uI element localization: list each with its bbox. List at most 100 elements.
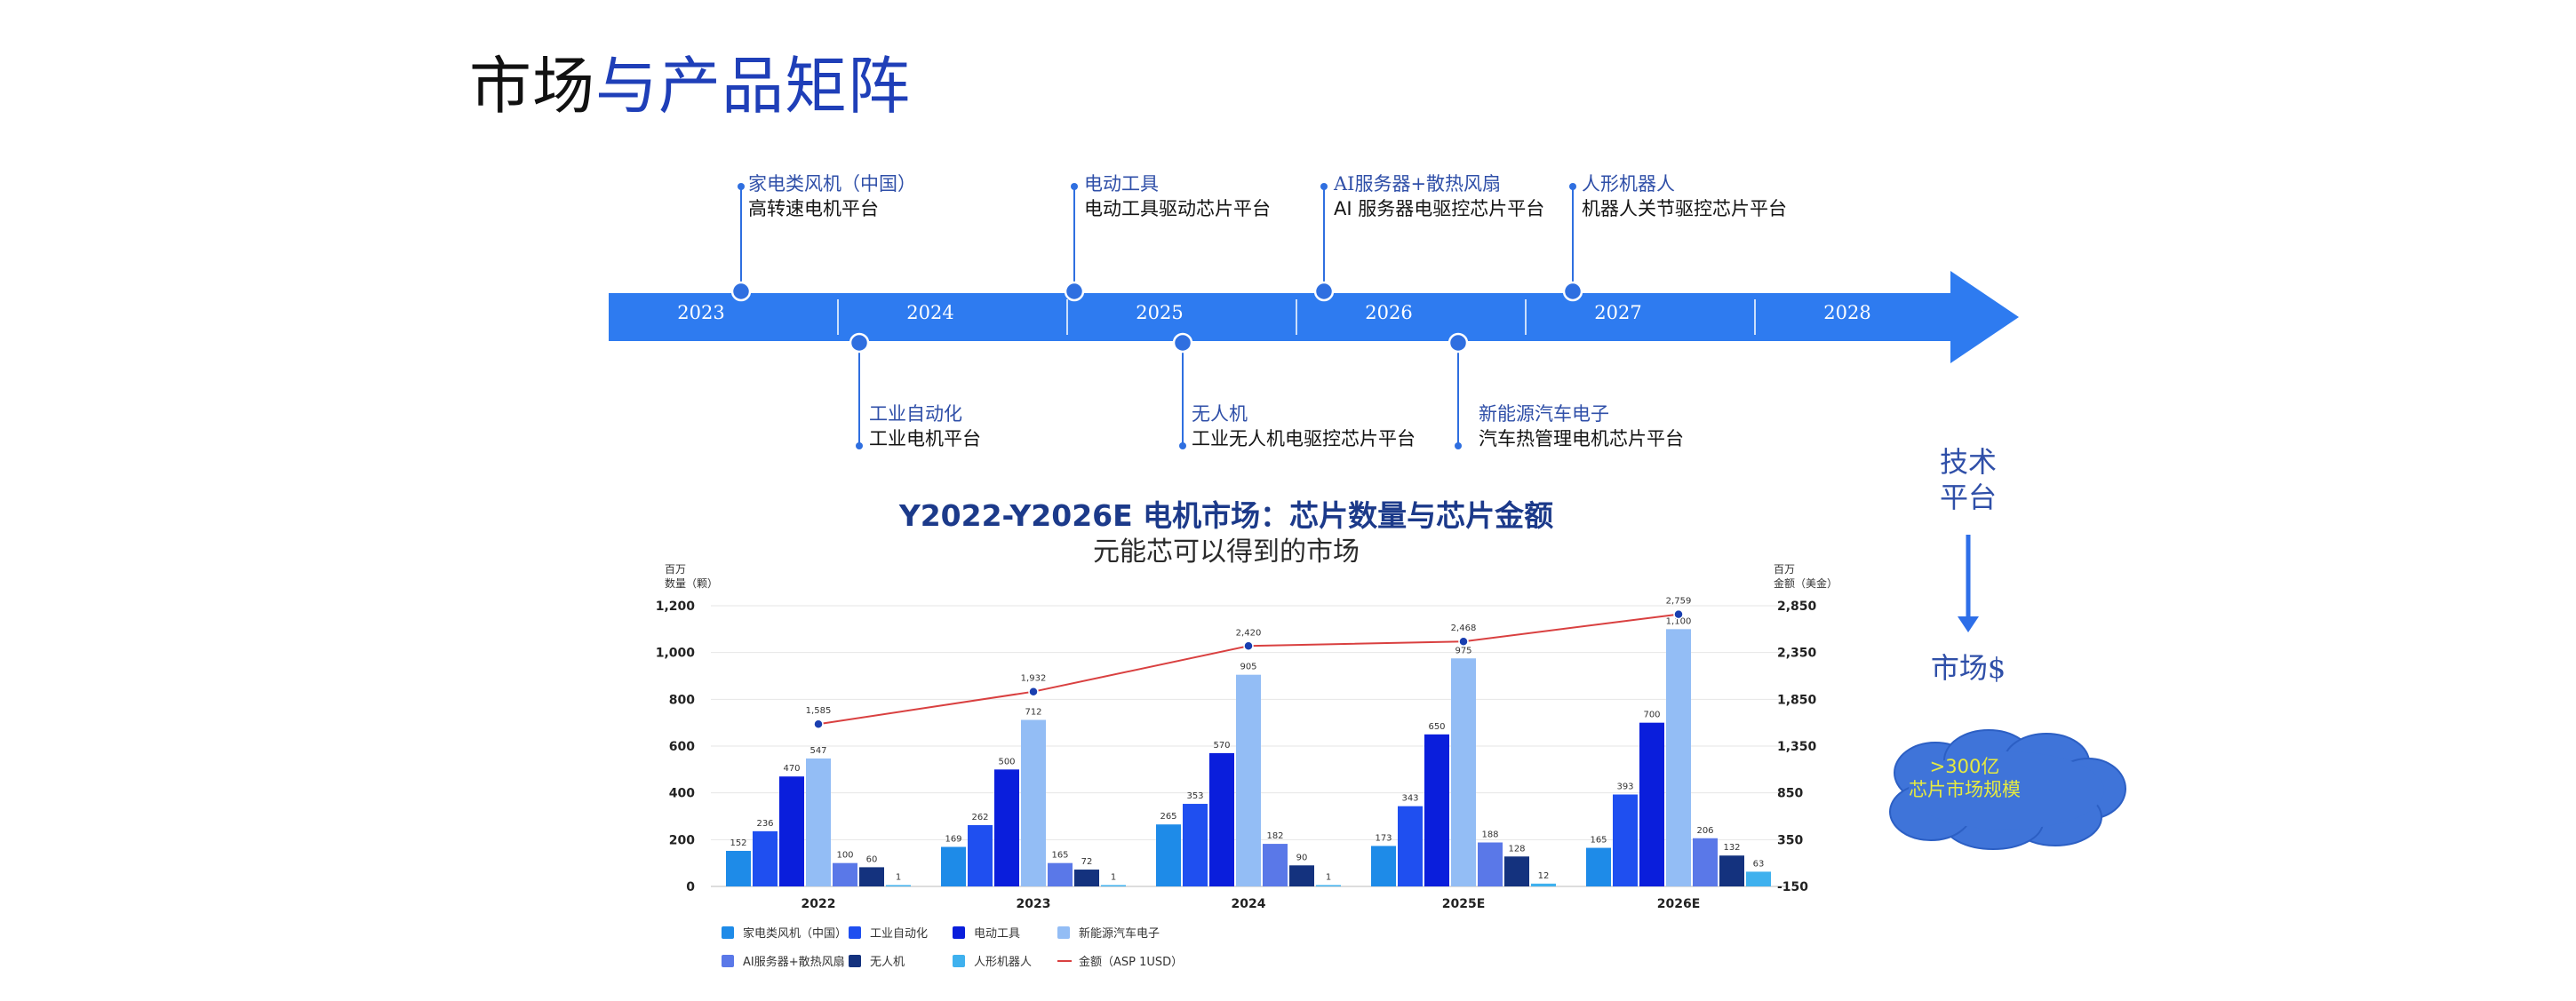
bar-value-label: 353	[1186, 791, 1203, 801]
legend-swatch	[849, 926, 861, 939]
bar-value-label: 206	[1696, 826, 1713, 836]
milestone-platform: 工业电机平台	[869, 428, 981, 449]
legend-label: 新能源汽车电子	[1079, 926, 1160, 941]
bar	[1236, 674, 1261, 886]
bar	[1586, 847, 1611, 886]
bar	[1504, 856, 1529, 886]
left-axis-tick-label: 600	[669, 740, 695, 754]
milestone-top-2: 电动工具 电动工具驱动芯片平台	[1084, 171, 1271, 221]
left-axis-tick-label: 200	[669, 833, 695, 847]
timeline-year-label: 2027	[1594, 302, 1642, 323]
legend-label: 电动工具	[974, 927, 1020, 941]
legend-label: AI服务器+散热风扇	[743, 955, 845, 969]
cloud-shape	[1889, 729, 2126, 850]
right-axis-tick-label: 1,850	[1777, 693, 1817, 707]
milestone-category: 人形机器人	[1582, 173, 1675, 195]
timeline-year-label: 2025	[1136, 302, 1184, 323]
chart-subtitle: 元能芯可以得到的市场	[1093, 536, 1360, 568]
left-axis-tick-label: 800	[669, 693, 695, 707]
bar-value-label: 343	[1401, 794, 1418, 804]
timeline-year-label: 2026	[1365, 302, 1413, 323]
milestone-top-1: 家电类风机（中国） 高转速电机平台	[748, 171, 916, 221]
line-point-label: 2,759	[1666, 597, 1692, 607]
legend-label: 人形机器人	[974, 956, 1032, 969]
legend-swatch	[953, 926, 965, 939]
bar	[1613, 794, 1638, 886]
bar-value-label: 570	[1213, 741, 1230, 751]
bar-value-label: 165	[1051, 851, 1068, 861]
bar-value-label: 63	[1753, 859, 1765, 869]
milestone-platform: 机器人关节驱控芯片平台	[1582, 198, 1787, 219]
chart-axes: 0 200 400 600 800 1,000 1,200 -150 350 850 1,350 1,…	[656, 563, 1838, 894]
bar	[1693, 838, 1718, 886]
x-tick-label: 2022	[802, 897, 836, 911]
milestone-bottom-2: 无人机 工业无人机电驱控芯片平台	[1192, 401, 1416, 451]
bar	[1531, 883, 1556, 886]
bar-value-label: 700	[1643, 711, 1660, 720]
line-point-label: 2,420	[1236, 628, 1262, 638]
bar	[1101, 885, 1126, 886]
bar	[1478, 842, 1503, 886]
bar	[1451, 658, 1476, 886]
bar	[994, 769, 1019, 886]
milestone-node	[1313, 281, 1335, 302]
bar-value-label: 975	[1455, 646, 1471, 655]
timeline-markers	[730, 183, 1583, 449]
legend-swatch	[1057, 926, 1070, 939]
bar	[968, 825, 993, 886]
bar-value-label: 547	[809, 746, 826, 756]
left-axis-tick-label: 0	[686, 880, 695, 894]
timeline-year-label: 2028	[1823, 302, 1871, 323]
bar-value-label: 262	[971, 813, 988, 822]
bar	[1074, 870, 1099, 886]
chart-bars: 152 236 470 547 100 60 1 2022 169 262 500 712 165 72 1…	[726, 616, 1771, 911]
bar-value-label: 132	[1723, 843, 1740, 853]
milestone-category: AI服务器+散热风扇	[1334, 173, 1502, 195]
bar-value-label: 265	[1160, 812, 1176, 822]
bar	[1639, 722, 1664, 886]
bar	[941, 846, 966, 886]
line-point	[1673, 608, 1684, 620]
tech-platform-line1: 技术	[1939, 445, 1997, 479]
left-axis-unit: 百万	[665, 563, 686, 576]
milestone-end-dot	[1569, 183, 1576, 190]
legend-label: 无人机	[870, 956, 905, 969]
milestone-end-dot	[856, 442, 863, 449]
page-title: 市场与产品矩阵	[469, 46, 911, 126]
timeline-dividers	[837, 299, 1756, 335]
milestone-category: 家电类风机（中国）	[748, 173, 916, 195]
left-axis-tick-label: 400	[669, 787, 695, 801]
bar	[1666, 629, 1691, 886]
milestone-platform: AI 服务器电驱控芯片平台	[1334, 198, 1545, 219]
milestone-end-dot	[738, 183, 745, 190]
milestone-end-dot	[1455, 442, 1462, 449]
milestone-bottom-3: 新能源汽车电子 汽车热管理电机芯片平台	[1479, 401, 1684, 451]
bar-value-label: 1,100	[1666, 616, 1692, 626]
bar-value-label: 1	[896, 873, 901, 883]
right-axis-tick-label: -150	[1777, 880, 1808, 894]
milestone-category: 新能源汽车电子	[1479, 403, 1609, 425]
bar	[1371, 846, 1396, 886]
right-axis-tick-label: 350	[1777, 833, 1803, 847]
bar	[753, 830, 778, 886]
bar	[1746, 871, 1771, 886]
right-axis-tick-label: 1,350	[1777, 740, 1817, 754]
bar	[1398, 806, 1423, 886]
milestone-top-3: AI服务器+散热风扇 AI 服务器电驱控芯片平台	[1334, 171, 1544, 221]
legend-label: 工业自动化	[870, 927, 928, 941]
bar	[1021, 719, 1046, 886]
bar-value-label: 1	[1326, 873, 1331, 883]
market-label: 市场$	[1930, 651, 2006, 685]
bar	[1156, 824, 1181, 886]
milestone-platform: 电动工具驱动芯片平台	[1084, 198, 1271, 219]
milestone-end-dot	[1179, 442, 1186, 449]
chart-title: Y2022-Y2026E 电机市场：芯片数量与芯片金额	[898, 498, 1554, 533]
milestone-node	[730, 281, 752, 302]
line-point	[1243, 640, 1254, 652]
bar	[886, 885, 911, 886]
bar	[1289, 865, 1314, 886]
x-tick-label: 2023	[1017, 897, 1051, 911]
legend-label: 家电类风机（中国）	[743, 926, 847, 941]
legend-label: 金额（ASP 1USD）	[1079, 955, 1183, 969]
bar-value-label: 173	[1375, 833, 1392, 843]
